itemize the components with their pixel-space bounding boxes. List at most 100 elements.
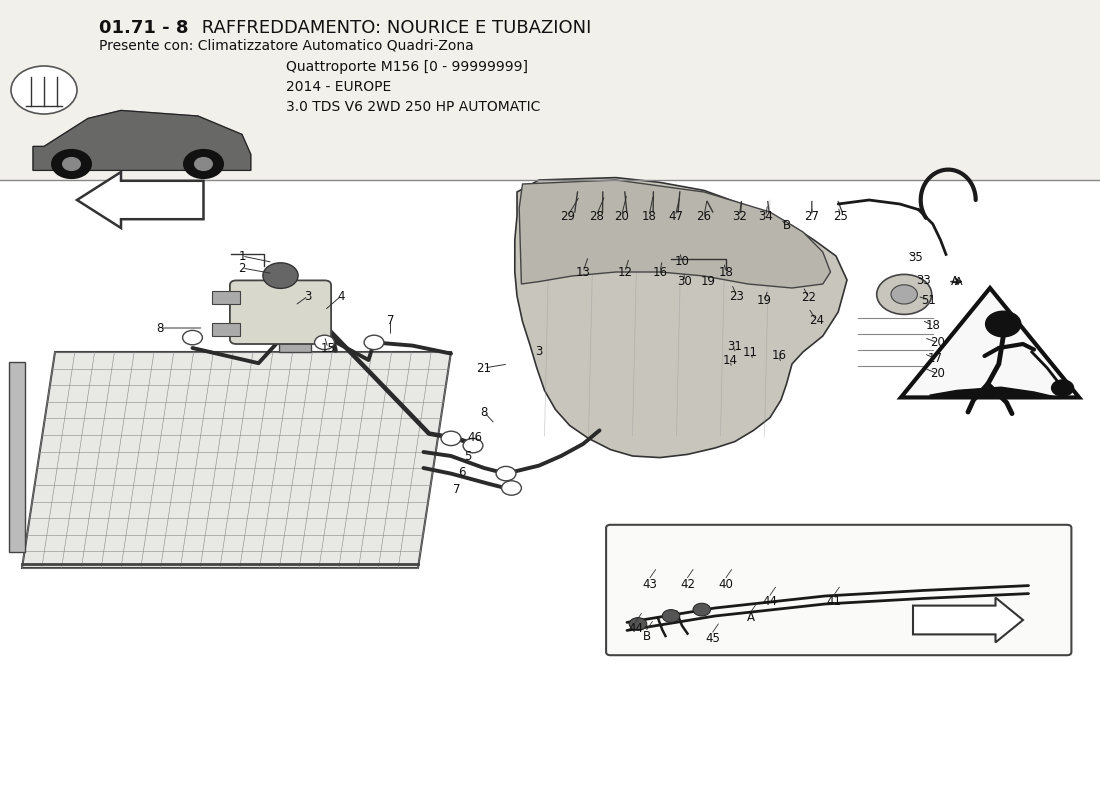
Circle shape <box>1052 380 1074 396</box>
Text: 20: 20 <box>930 336 945 349</box>
Polygon shape <box>33 110 251 170</box>
Text: 26: 26 <box>696 210 712 222</box>
Text: 20: 20 <box>930 367 945 380</box>
Circle shape <box>315 335 334 350</box>
Circle shape <box>184 150 223 178</box>
Text: 17: 17 <box>927 352 943 365</box>
Bar <box>9 362 25 552</box>
Circle shape <box>183 330 202 345</box>
Text: B: B <box>782 219 791 232</box>
FancyBboxPatch shape <box>230 280 331 344</box>
Polygon shape <box>22 352 451 568</box>
Text: 40: 40 <box>718 578 734 590</box>
Circle shape <box>11 66 77 114</box>
Text: 14: 14 <box>723 354 738 367</box>
Text: 2014 - EUROPE: 2014 - EUROPE <box>286 80 392 94</box>
Circle shape <box>877 274 932 314</box>
Polygon shape <box>515 178 847 458</box>
Text: Presente con: Climatizzatore Automatico Quadri-Zona: Presente con: Climatizzatore Automatico … <box>99 38 474 53</box>
Text: 44: 44 <box>762 595 778 608</box>
Circle shape <box>463 438 483 453</box>
Bar <box>279 338 311 352</box>
Text: 4: 4 <box>338 290 344 302</box>
Text: 15: 15 <box>320 342 336 354</box>
Text: 23: 23 <box>729 290 745 302</box>
Text: A: A <box>747 611 756 624</box>
Circle shape <box>502 481 521 495</box>
Text: 8: 8 <box>481 406 487 418</box>
Text: 21: 21 <box>476 362 492 374</box>
Text: 18: 18 <box>641 210 657 222</box>
Text: RAFFREDDAMENTO: NOURICE E TUBAZIONI: RAFFREDDAMENTO: NOURICE E TUBAZIONI <box>196 19 592 37</box>
Text: 24: 24 <box>808 314 824 326</box>
Text: 29: 29 <box>560 210 575 222</box>
Circle shape <box>364 335 384 350</box>
Circle shape <box>441 431 461 446</box>
Text: 3: 3 <box>305 290 311 302</box>
Text: 7: 7 <box>453 483 460 496</box>
Text: 5: 5 <box>464 450 471 462</box>
Text: 20: 20 <box>614 210 629 222</box>
Text: 1: 1 <box>239 250 245 262</box>
Text: 25: 25 <box>833 210 848 222</box>
Polygon shape <box>913 598 1023 642</box>
Polygon shape <box>77 172 204 228</box>
Text: 31: 31 <box>727 340 742 353</box>
Bar <box>0 0 1100 180</box>
Text: B: B <box>642 630 651 642</box>
Text: 44: 44 <box>628 622 643 634</box>
Text: A: A <box>950 275 959 288</box>
Text: 42: 42 <box>680 578 695 590</box>
Circle shape <box>496 466 516 481</box>
Circle shape <box>63 158 80 170</box>
Bar <box>212 291 240 304</box>
Text: 10: 10 <box>674 255 690 268</box>
Text: 46: 46 <box>468 431 483 444</box>
Text: 12: 12 <box>617 266 632 278</box>
Text: 18: 18 <box>925 319 940 332</box>
Circle shape <box>263 263 298 289</box>
Text: Quattroporte M156 [0 - 99999999]: Quattroporte M156 [0 - 99999999] <box>286 60 528 74</box>
Circle shape <box>891 285 917 304</box>
Circle shape <box>986 311 1021 337</box>
Text: 16: 16 <box>771 349 786 362</box>
Text: 8: 8 <box>156 322 163 334</box>
Text: 35: 35 <box>908 251 923 264</box>
Text: 47: 47 <box>668 210 683 222</box>
Text: 30: 30 <box>676 275 692 288</box>
Circle shape <box>195 158 212 170</box>
Text: 41: 41 <box>826 595 842 608</box>
Circle shape <box>662 610 680 622</box>
Text: 13: 13 <box>575 266 591 278</box>
Text: 22: 22 <box>801 291 816 304</box>
Bar <box>212 323 240 336</box>
Circle shape <box>52 150 91 178</box>
Text: 2: 2 <box>239 262 245 274</box>
Text: 19: 19 <box>701 275 716 288</box>
Text: 3: 3 <box>536 346 542 358</box>
Text: 33: 33 <box>916 274 932 286</box>
Circle shape <box>629 618 647 630</box>
Text: 45: 45 <box>705 632 720 645</box>
Text: 01.71 - 8: 01.71 - 8 <box>99 19 188 37</box>
Text: A: A <box>955 277 962 286</box>
Text: 32: 32 <box>732 210 747 222</box>
Text: 34: 34 <box>758 210 773 222</box>
Text: 43: 43 <box>642 578 658 590</box>
Text: 51: 51 <box>921 294 936 306</box>
Polygon shape <box>930 387 1062 398</box>
FancyBboxPatch shape <box>606 525 1071 655</box>
Text: 11: 11 <box>742 346 758 359</box>
Polygon shape <box>901 288 1079 398</box>
Bar <box>0 180 1100 800</box>
Circle shape <box>693 603 711 616</box>
Text: 27: 27 <box>804 210 820 222</box>
Text: 16: 16 <box>652 266 668 278</box>
Text: 19: 19 <box>757 294 772 307</box>
Text: 3.0 TDS V6 2WD 250 HP AUTOMATIC: 3.0 TDS V6 2WD 250 HP AUTOMATIC <box>286 100 540 114</box>
Text: 28: 28 <box>588 210 604 222</box>
Text: 6: 6 <box>459 466 465 478</box>
Text: 18: 18 <box>718 266 734 278</box>
Polygon shape <box>519 180 830 288</box>
Text: 7: 7 <box>387 314 394 326</box>
